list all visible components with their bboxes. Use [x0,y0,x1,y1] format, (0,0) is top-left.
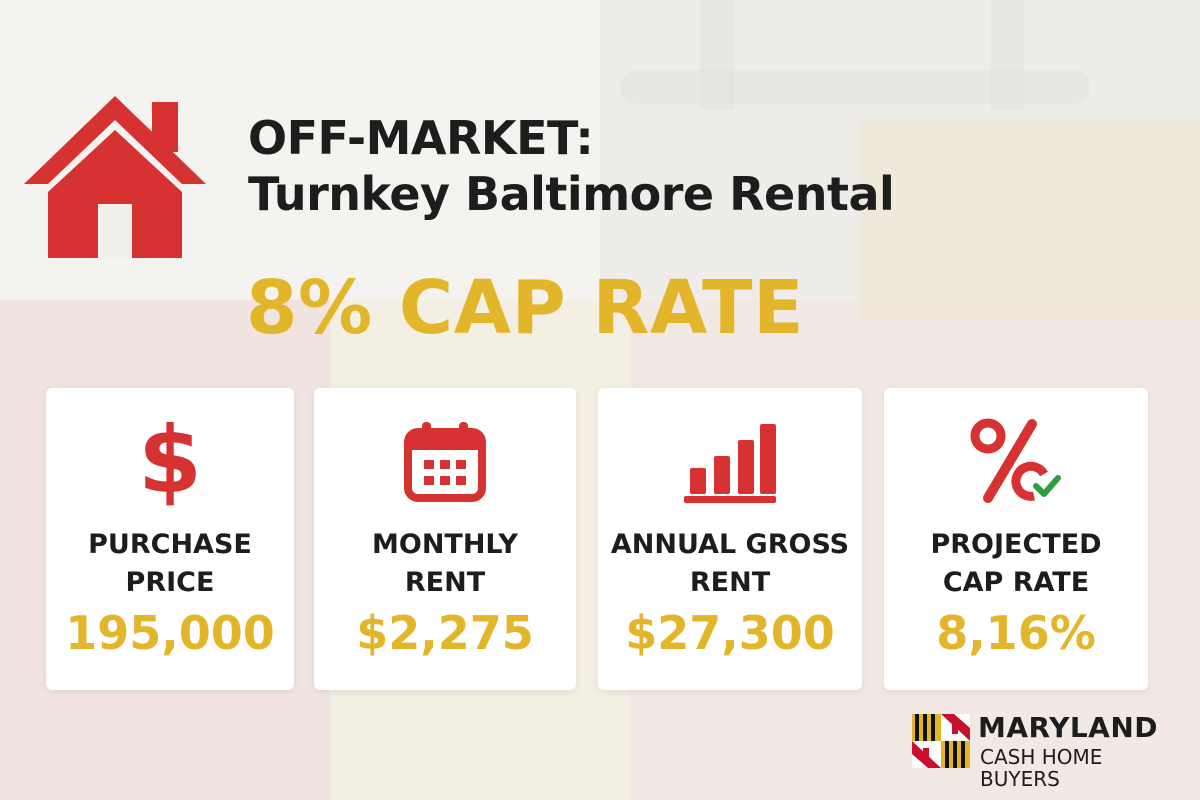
card-label-line-2: PRICE [125,567,215,598]
card-value: $2,275 [356,606,534,660]
maryland-flag-icon [912,714,970,768]
card-label-line-1: ANNUAL GROSS [610,529,850,560]
cap-rate-headline: 8% CAP RATE [246,265,805,351]
card-label-line-1: PROJECTED [930,529,1102,560]
card-label-line-1: MONTHLY [372,529,518,560]
card-label: PROJECTED CAP RATE [884,526,1148,602]
card-label: ANNUAL GROSS RENT [598,526,862,602]
dollar-symbol: $ [137,407,202,514]
house-icon [24,96,206,258]
card-label-line-1: PURCHASE [88,529,252,560]
card-value: 8,16% [936,606,1096,660]
card-label-line-2: CAP RATE [942,567,1090,598]
card-purchase-price: $ PURCHASE PRICE 195,000 [46,388,294,690]
dollar-icon: $ [46,407,294,514]
page-title: OFF-MARKET: Turnkey Baltimore Rental [248,110,895,222]
calendar-icon [314,416,576,506]
brand-logo: MARYLAND CASH HOME BUYERS [912,711,1182,790]
logo-name: MARYLAND [978,711,1159,744]
card-label-line-2: RENT [689,567,771,598]
card-label-line-2: RENT [404,567,486,598]
bar-chart-icon [598,416,862,506]
percent-check-icon [884,416,1148,506]
card-projected-cap-rate: PROJECTED CAP RATE 8,16% [884,388,1148,690]
card-monthly-rent: MONTHLY RENT $2,275 [314,388,576,690]
card-value: $27,300 [625,606,835,660]
card-value: 195,000 [65,606,275,660]
logo-tagline: CASH HOME BUYERS [980,745,1103,791]
title-line-1: OFF-MARKET: [248,111,594,165]
card-label: MONTHLY RENT [314,526,576,602]
card-label: PURCHASE PRICE [46,526,294,602]
title-line-2: Turnkey Baltimore Rental [248,167,895,221]
card-annual-gross-rent: ANNUAL GROSS RENT $27,300 [598,388,862,690]
